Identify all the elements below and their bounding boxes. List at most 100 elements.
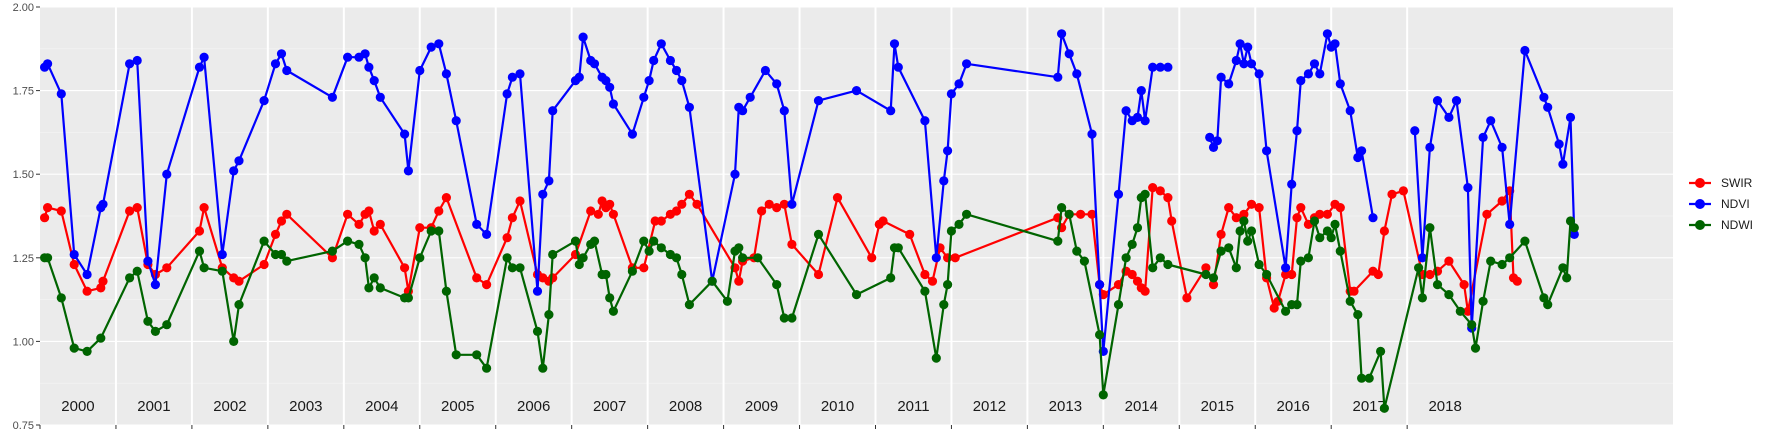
data-point — [1410, 126, 1420, 136]
data-point — [276, 49, 287, 59]
data-point — [677, 76, 687, 86]
data-point — [671, 206, 682, 216]
data-point — [656, 216, 666, 226]
data-point — [270, 59, 281, 69]
data-point — [56, 293, 66, 303]
data-point — [1148, 183, 1158, 193]
y-tick-label: 0.75 — [13, 420, 34, 432]
data-point — [1357, 373, 1367, 383]
data-point — [1455, 306, 1465, 316]
data-point — [369, 273, 379, 283]
data-point — [1239, 209, 1249, 219]
data-point — [1417, 293, 1427, 303]
data-point — [656, 243, 666, 253]
data-point — [574, 72, 584, 82]
series — [40, 29, 1579, 413]
data-point — [532, 286, 543, 296]
data-point — [1432, 280, 1443, 290]
data-point — [1322, 29, 1332, 39]
data-point — [684, 300, 695, 310]
data-point — [1335, 246, 1345, 256]
data-point — [132, 203, 142, 213]
data-point — [1558, 159, 1568, 169]
data-point — [832, 193, 843, 203]
grid — [40, 6, 1673, 426]
data-point — [143, 316, 153, 326]
data-point — [548, 273, 558, 283]
data-point — [1569, 229, 1579, 239]
data-point — [403, 293, 413, 303]
data-point — [1425, 142, 1435, 152]
data-point — [1478, 296, 1488, 306]
data-point — [1121, 253, 1131, 263]
data-point — [1254, 259, 1264, 270]
data-point — [878, 216, 888, 226]
data-point — [1497, 142, 1507, 152]
data-point — [1296, 76, 1306, 86]
data-point — [343, 236, 353, 246]
data-point — [639, 263, 649, 273]
data-point — [229, 166, 239, 176]
data-point — [649, 236, 659, 246]
data-point — [605, 82, 615, 92]
data-point — [441, 286, 451, 296]
data-point — [343, 209, 353, 219]
data-point — [451, 350, 461, 360]
data-point — [194, 226, 205, 236]
data-point — [441, 69, 451, 79]
data-point — [538, 189, 548, 199]
data-point — [1296, 256, 1306, 266]
data-point — [1373, 269, 1383, 280]
data-point — [738, 106, 748, 116]
data-point — [1076, 209, 1086, 219]
data-point — [927, 276, 938, 286]
data-point — [507, 263, 517, 273]
data-point — [656, 39, 666, 49]
data-point — [677, 199, 687, 209]
data-point — [82, 269, 92, 280]
data-point — [1201, 269, 1211, 280]
data-point — [665, 55, 676, 66]
data-point — [608, 209, 619, 219]
data-point — [403, 166, 413, 176]
year-label: 2017 — [1352, 398, 1385, 415]
data-point — [515, 263, 525, 273]
year-label: 2018 — [1428, 398, 1461, 415]
data-point — [605, 199, 615, 209]
data-point — [570, 236, 581, 246]
data-point — [1335, 203, 1345, 213]
data-point — [1163, 62, 1173, 72]
data-point — [779, 106, 789, 116]
data-point — [867, 253, 877, 263]
data-point — [56, 206, 66, 216]
data-point — [282, 209, 292, 219]
data-point — [375, 92, 385, 102]
data-point — [1208, 280, 1219, 290]
data-point — [282, 65, 292, 76]
data-point — [920, 286, 930, 296]
data-point — [364, 283, 374, 293]
data-point — [1512, 276, 1522, 286]
data-point — [946, 89, 957, 99]
data-point — [886, 106, 896, 116]
year-label: 2015 — [1201, 398, 1234, 415]
data-point — [1543, 300, 1553, 310]
data-point — [1163, 259, 1173, 270]
data-point — [1231, 55, 1241, 66]
data-point — [1246, 59, 1257, 69]
data-point — [734, 243, 744, 253]
data-point — [199, 203, 209, 213]
data-point — [707, 276, 717, 286]
data-point — [1132, 276, 1143, 286]
data-point — [939, 176, 949, 186]
data-point — [593, 209, 603, 219]
data-point — [1140, 189, 1150, 199]
y-axis: 0.75 1.00 1.25 1.50 1.75 2.00 — [13, 2, 40, 432]
data-point — [1398, 186, 1408, 196]
data-point — [234, 156, 244, 166]
data-point — [400, 129, 410, 139]
year-label: 2014 — [1125, 398, 1158, 415]
data-point — [125, 59, 135, 69]
data-point — [132, 55, 142, 66]
